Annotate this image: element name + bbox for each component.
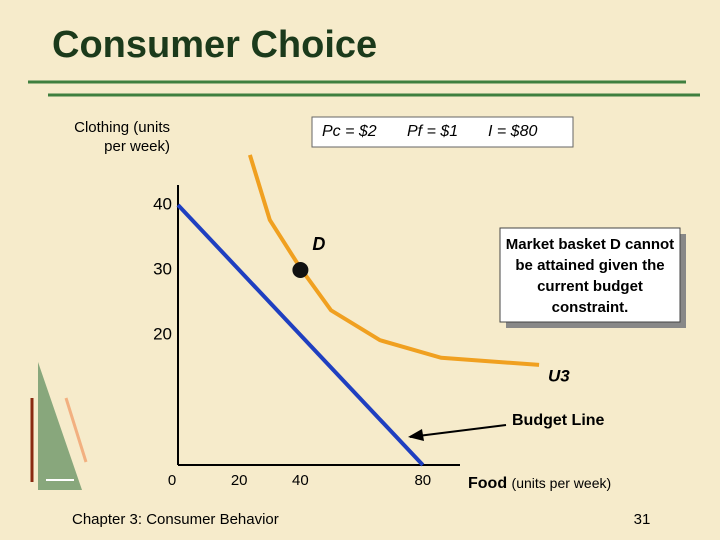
price: I = $80 <box>488 123 537 140</box>
arrow-head <box>408 429 424 441</box>
annotation: Market basket D cannot be attained given… <box>505 236 675 316</box>
footer: Chapter 3: Consumer Behavior <box>72 511 279 528</box>
page-number: 31 <box>634 511 651 528</box>
x-tick-label: 80 <box>414 472 431 489</box>
decoration <box>38 362 82 490</box>
x-label: Food <box>468 475 507 492</box>
y-tick-label: 40 <box>153 194 172 213</box>
x-label-unit: (units per week) <box>512 475 612 491</box>
x-tick-label: 20 <box>231 472 248 489</box>
x-tick-label: 0 <box>168 472 176 489</box>
y-axis-label: Clothing (units per week) <box>74 119 170 155</box>
point <box>292 262 309 278</box>
curve-label: U3 <box>548 366 570 385</box>
series-line <box>247 154 540 367</box>
x-axis-label: Food (units per week) <box>468 475 611 493</box>
price: Pf = $1 <box>407 123 458 140</box>
point-label: D <box>312 234 325 254</box>
decoration <box>64 397 88 463</box>
arrow <box>409 424 507 438</box>
price: Pc = $2 <box>322 123 377 140</box>
x-tick-label: 40 <box>292 472 309 489</box>
price-box <box>311 116 574 148</box>
slide-title: Consumer Choice <box>52 24 377 66</box>
series-line <box>176 203 425 467</box>
y-tick-label: 20 <box>153 324 172 343</box>
budget-line-label: Budget Line <box>512 412 605 429</box>
y-tick-label: 30 <box>153 259 172 278</box>
callout-box <box>499 227 681 323</box>
